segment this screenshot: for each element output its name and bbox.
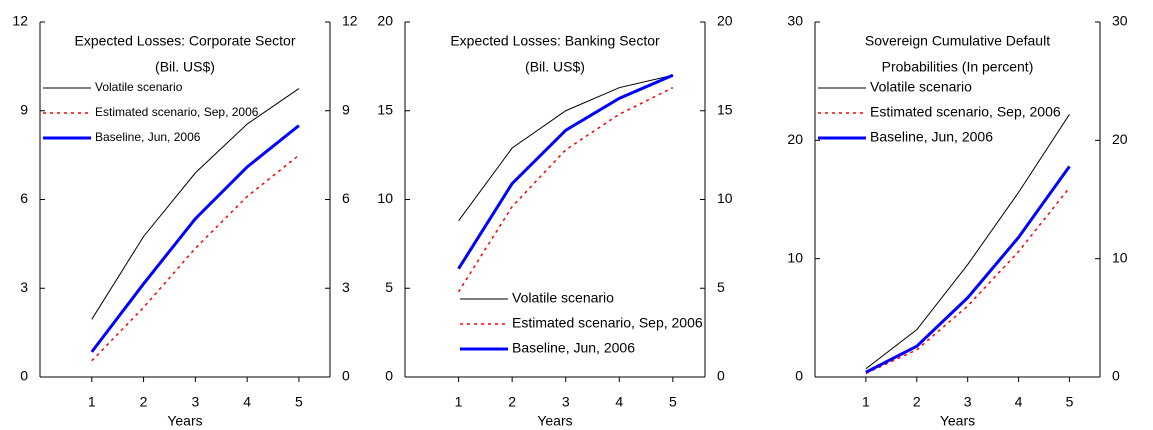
y2-tick-label: 3: [342, 279, 350, 295]
chart-title: Expected Losses: Banking Sector: [450, 33, 660, 49]
x-tick-label: 2: [140, 394, 148, 410]
y-tick-label: 9: [20, 101, 28, 117]
y-tick-label: 3: [20, 279, 28, 295]
x-tick-label: 3: [562, 394, 570, 410]
y2-tick-label: 6: [342, 190, 350, 206]
series-line: [90, 124, 300, 353]
x-axis-title: Years: [537, 413, 572, 429]
y2-tick-label: 0: [717, 368, 725, 384]
y-tick-label: 0: [20, 368, 28, 384]
legend-label: Volatile scenario: [95, 80, 183, 94]
y-tick-label: 6: [20, 190, 28, 206]
legend-label: Estimated scenario, Sep, 2006: [870, 104, 1061, 120]
y-tick-label: 20: [377, 13, 393, 29]
y2-tick-label: 15: [717, 101, 733, 117]
x-tick-label: 1: [862, 394, 870, 410]
y2-tick-label: 20: [1112, 131, 1128, 147]
y2-tick-label: 0: [1112, 368, 1120, 384]
chart-title: Sovereign Cumulative Default: [865, 33, 1050, 49]
y2-tick-label: 0: [342, 368, 350, 384]
x-axis-title: Years: [167, 413, 202, 429]
chart-subtitle: (Bil. US$): [525, 59, 585, 75]
y2-tick-label: 20: [717, 13, 733, 29]
y2-tick-label: 10: [717, 190, 733, 206]
series-line: [91, 88, 300, 320]
legend-label: Baseline, Jun, 2006: [512, 340, 635, 356]
y-tick-label: 10: [377, 190, 393, 206]
chart-subtitle: Probabilities (In percent): [882, 59, 1034, 75]
y-tick-label: 10: [787, 249, 803, 265]
series-line: [865, 187, 1071, 375]
y2-tick-label: 9: [342, 101, 350, 117]
x-tick-label: 3: [964, 394, 972, 410]
y-tick-label: 5: [385, 279, 393, 295]
y-tick-label: 30: [787, 13, 803, 29]
x-tick-label: 5: [295, 394, 303, 410]
chart-title: Expected Losses: Corporate Sector: [74, 33, 295, 49]
legend-label: Volatile scenario: [512, 290, 614, 306]
x-tick-label: 4: [243, 394, 251, 410]
x-tick-label: 2: [913, 394, 921, 410]
x-tick-label: 1: [455, 394, 463, 410]
x-tick-label: 4: [615, 394, 623, 410]
y-tick-label: 15: [377, 101, 393, 117]
y2-tick-label: 30: [1112, 13, 1128, 29]
series-line: [457, 73, 674, 270]
legend-label: Estimated scenario, Sep, 2006: [95, 105, 259, 119]
x-tick-label: 2: [508, 394, 516, 410]
y-tick-label: 0: [795, 368, 803, 384]
series-line: [457, 87, 674, 293]
y2-tick-label: 5: [717, 279, 725, 295]
y-tick-label: 12: [12, 13, 28, 29]
series-line: [458, 74, 673, 222]
legend-label: Volatile scenario: [870, 79, 972, 95]
series-line: [91, 154, 300, 362]
y2-tick-label: 12: [342, 13, 358, 29]
series-line: [865, 114, 1070, 370]
x-axis-title: Years: [940, 413, 975, 429]
x-tick-label: 3: [191, 394, 199, 410]
legend-label: Estimated scenario, Sep, 2006: [512, 315, 703, 331]
series-line: [865, 165, 1071, 374]
x-tick-label: 4: [1015, 394, 1023, 410]
x-tick-label: 5: [669, 394, 677, 410]
legend-label: Baseline, Jun, 2006: [95, 130, 201, 144]
y2-tick-label: 10: [1112, 249, 1128, 265]
x-tick-label: 1: [88, 394, 96, 410]
y-tick-label: 0: [385, 368, 393, 384]
y-tick-label: 20: [787, 131, 803, 147]
chart-subtitle: (Bil. US$): [155, 59, 215, 75]
legend-label: Baseline, Jun, 2006: [870, 129, 993, 145]
x-tick-label: 5: [1066, 394, 1074, 410]
